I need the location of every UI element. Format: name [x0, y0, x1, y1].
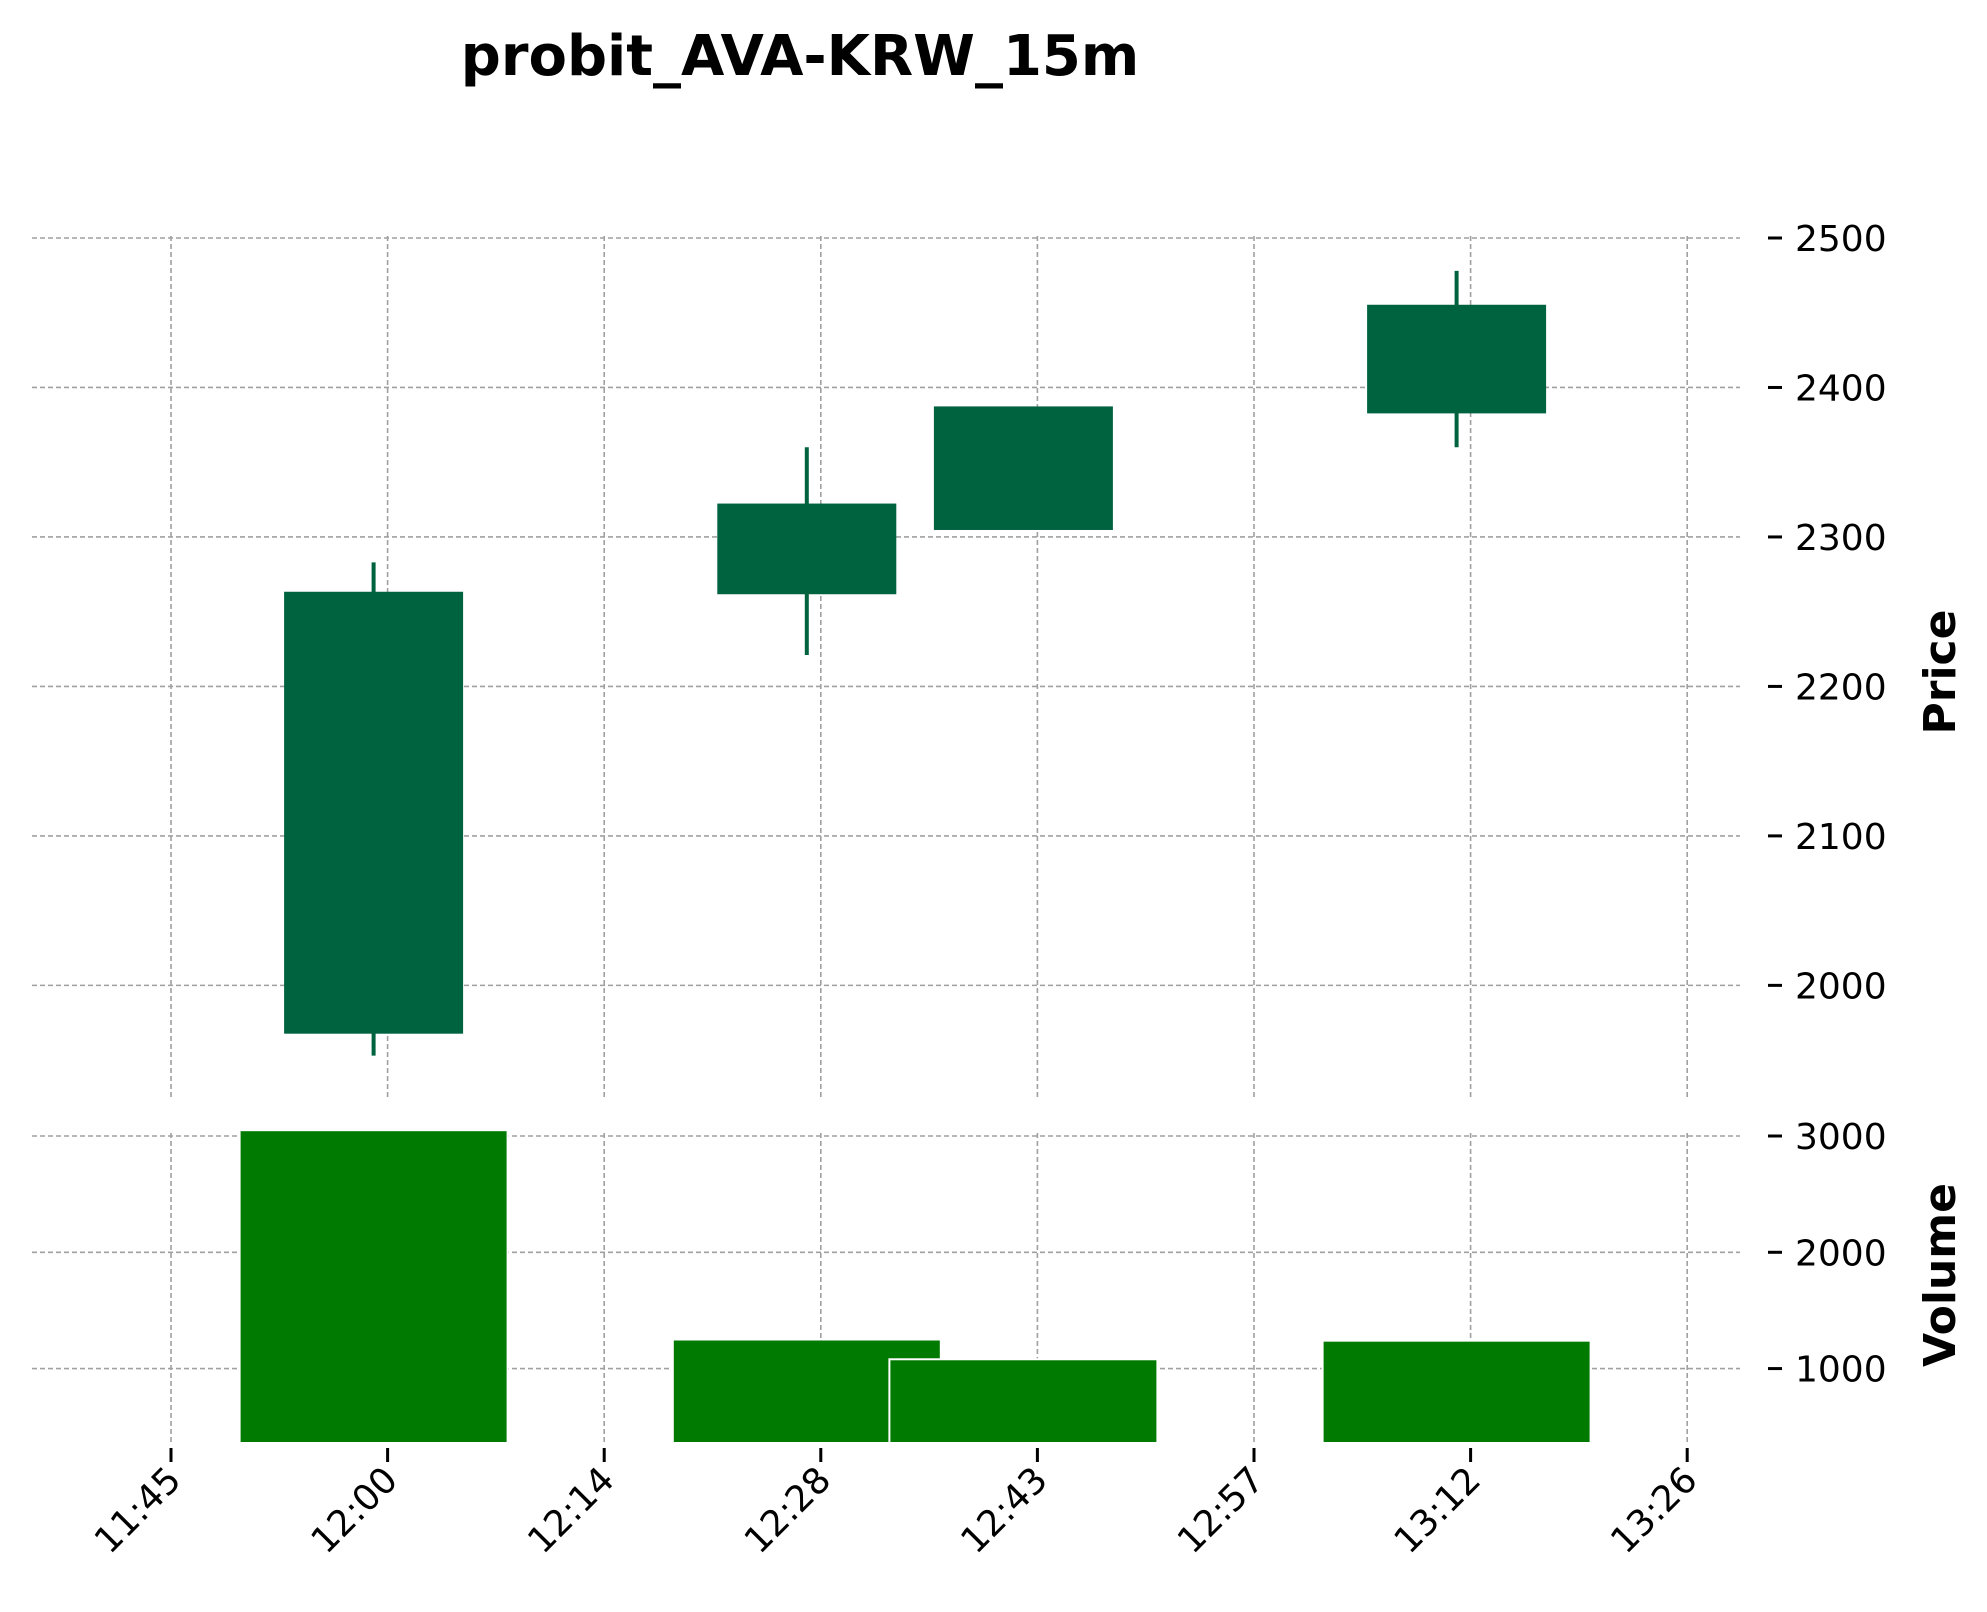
volume-tick-label: 1000	[1795, 1350, 1887, 1391]
price-candles	[284, 270, 1547, 1056]
volume-bar	[1321, 1339, 1592, 1444]
price-tick-label: 2100	[1795, 817, 1887, 858]
price-tick-label: 2500	[1795, 219, 1887, 260]
price-tick-label: 2000	[1795, 966, 1887, 1007]
chart-title: probit_AVA-KRW_15m	[461, 24, 1139, 89]
x-tick-label: 13:26	[1603, 1459, 1705, 1561]
x-tick-label: 12:00	[304, 1459, 406, 1561]
x-tick-label: 12:57	[1170, 1459, 1272, 1561]
x-tick-label: 13:12	[1387, 1459, 1489, 1561]
x-tick-label: 12:43	[953, 1459, 1055, 1561]
volume-bars	[238, 1129, 1592, 1444]
volume-tick-label: 2000	[1795, 1233, 1887, 1274]
price-axis-label: Price	[1915, 610, 1966, 735]
x-tick-label: 11:45	[87, 1459, 189, 1561]
price-tick-label: 2400	[1795, 368, 1887, 409]
volume-bar	[238, 1129, 509, 1444]
candle-body	[1367, 304, 1547, 414]
candle-body	[717, 503, 897, 595]
volume-axis-label: Volume	[1915, 1183, 1966, 1367]
candle-body	[933, 406, 1113, 530]
volume-bar	[888, 1358, 1159, 1444]
price-tick-label: 2300	[1795, 518, 1887, 559]
x-tick-label: 12:14	[520, 1459, 622, 1561]
price-tick-label: 2200	[1795, 667, 1887, 708]
x-tick-label: 12:28	[737, 1459, 839, 1561]
candle-body	[284, 591, 464, 1034]
volume-tick-label: 3000	[1795, 1117, 1887, 1158]
